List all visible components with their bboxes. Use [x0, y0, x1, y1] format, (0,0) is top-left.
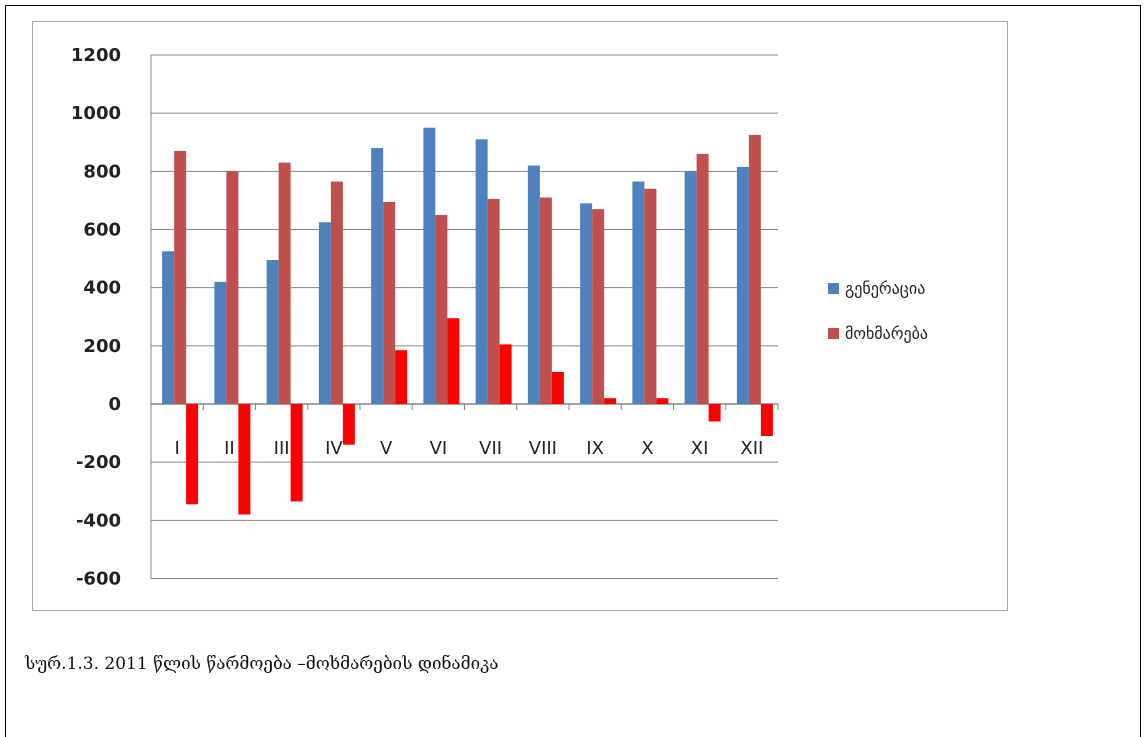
- x-tick-label: VII: [479, 438, 502, 459]
- x-tick-label: XI: [691, 438, 709, 459]
- bar-გენერაცია-VII: [475, 139, 488, 404]
- figure-frame: [5, 5, 1141, 737]
- bar-გენერაცია-VIII: [527, 165, 540, 404]
- bar-balance-VI: [447, 318, 460, 404]
- x-tick-label: X: [641, 438, 653, 459]
- bar-გენერაცია-IX: [580, 203, 593, 404]
- y-tick-label: -400: [76, 510, 121, 531]
- bar-გენერაცია-III: [266, 260, 279, 404]
- y-tick-label: 400: [83, 278, 121, 299]
- bar-მოხმარება-XII: [748, 134, 761, 404]
- bar-მოხმარება-XI: [696, 153, 709, 404]
- bar-balance-V: [395, 350, 408, 404]
- y-tick-label: 0: [108, 394, 121, 415]
- y-tick-label: -200: [76, 452, 121, 473]
- bar-გენერაცია-X: [632, 181, 645, 404]
- legend-label: გენერაცია: [845, 279, 925, 298]
- x-tick-label: VIII: [529, 438, 557, 459]
- x-tick-label: IV: [325, 438, 343, 459]
- x-tick-label: VI: [430, 438, 448, 459]
- y-tick-label: -600: [76, 569, 121, 590]
- legend-swatch: [828, 328, 839, 339]
- bar-მოხმარება-II: [226, 171, 239, 404]
- x-tick-label: III: [274, 438, 290, 459]
- bar-მოხმარება-VIII: [539, 197, 552, 404]
- chart-area: 1200 1000 800 600 400 200 0 -200 -400 -600 I II III I…: [32, 21, 1008, 611]
- legend-label: მოხმარება: [845, 324, 928, 343]
- bar-balance-IX: [604, 398, 617, 404]
- y-tick-label: 600: [83, 220, 121, 241]
- legend-swatch: [828, 283, 839, 294]
- bar-balance-III: [290, 404, 303, 502]
- bar-balance-IV: [342, 404, 355, 445]
- x-tick-label: V: [380, 438, 393, 459]
- bar-გენერაცია-V: [371, 148, 384, 404]
- bar-balance-X: [656, 398, 669, 404]
- bar-balance-I: [186, 404, 199, 505]
- bar-balance-XI: [708, 404, 721, 422]
- bar-balance-VII: [499, 344, 512, 404]
- figure-caption: სურ.1.3. 2011 წლის წარმოება –მოხმარების …: [25, 654, 499, 674]
- y-tick-label: 800: [83, 161, 121, 182]
- bar-მოხმარება-X: [644, 188, 657, 404]
- bar-მოხმარება-III: [278, 162, 291, 404]
- bar-მოხმარება-IV: [330, 181, 343, 404]
- x-tick-label: IX: [586, 438, 604, 459]
- bar-გენერაცია-IV: [318, 222, 331, 404]
- bar-balance-II: [238, 404, 251, 515]
- bar-მოხმარება-I: [174, 150, 187, 404]
- bar-გენერაცია-II: [214, 281, 227, 404]
- x-tick-label: I: [174, 438, 179, 459]
- bar-გენერაცია-VI: [423, 127, 436, 404]
- bar-მოხმარება-VI: [435, 214, 448, 404]
- bar-balance-VIII: [551, 372, 564, 404]
- bar-მოხმარება-V: [383, 201, 396, 404]
- bar-მოხმარება-IX: [592, 209, 605, 404]
- y-tick-label: 1000: [71, 103, 121, 124]
- bar-მოხმარება-VII: [487, 198, 500, 404]
- bar-გენერაცია-XII: [736, 166, 749, 404]
- x-tick-label: II: [224, 438, 235, 459]
- bar-balance-XII: [760, 404, 773, 436]
- y-tick-label: 1200: [71, 45, 121, 66]
- y-tick-label: 200: [83, 336, 121, 357]
- x-tick-label: XII: [740, 438, 763, 459]
- bar-გენერაცია-XI: [684, 171, 697, 404]
- bar-გენერაცია-I: [162, 251, 175, 404]
